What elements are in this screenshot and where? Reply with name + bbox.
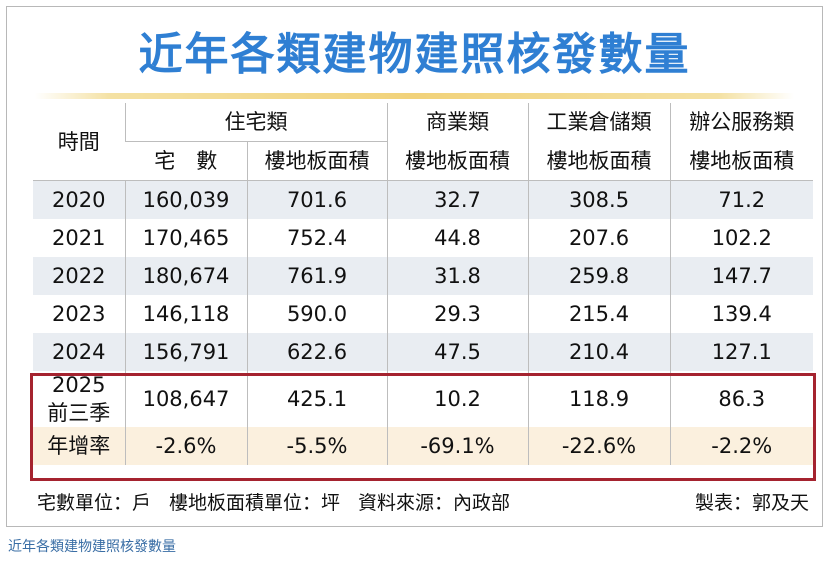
cell-houses: 170,465: [124, 219, 247, 257]
cell-industrial-floor: 259.8: [527, 257, 670, 295]
cell-commercial-floor: 31.8: [386, 257, 528, 295]
cell-houses: 156,791: [124, 333, 247, 371]
row-year: 2023: [33, 295, 125, 333]
image-caption: 近年各類建物建照核發數量: [8, 539, 176, 555]
cell-office-floor: 127.1: [669, 333, 813, 371]
title-divider: [35, 93, 794, 99]
cell-residential-floor: 425.1: [246, 371, 387, 427]
source-note: 資料來源：內政部: [358, 492, 511, 514]
cell-office-growth: -2.2%: [669, 427, 813, 465]
cell-residential-floor: 701.6: [246, 180, 387, 219]
cell-commercial-floor: 10.2: [386, 371, 528, 427]
permits-table: 時間 住宅類 商業類 工業倉儲類 辦公服務類 宅 數 樓地板面積 樓地板面積 樓…: [33, 103, 813, 465]
table-row: 2024 156,791 622.6 47.5 210.4 127.1: [33, 333, 813, 371]
cell-residential-growth: -5.5%: [246, 427, 387, 465]
cell-houses: 146,118: [124, 295, 247, 333]
credit-note: 製表：郭及天: [694, 492, 809, 514]
cell-office-floor: 139.4: [669, 295, 813, 333]
header-sub-floor-office: 樓地板面積: [669, 141, 813, 181]
infographic-frame: 近年各類建物建照核發數量 時間 住宅類 商業類 工業倉儲類 辦公服務類 宅 數 …: [6, 6, 823, 527]
header-period: 時間: [33, 103, 125, 181]
cell-industrial-floor: 118.9: [527, 371, 670, 427]
header-sub-houses: 宅 數: [125, 141, 247, 181]
row-year-line2: 前三季: [47, 401, 111, 425]
cell-residential-floor: 761.9: [246, 257, 387, 295]
row-year: 2021: [33, 219, 125, 257]
table-row: 2023 146,118 590.0 29.3 215.4 139.4: [33, 295, 813, 333]
cell-industrial-floor: 308.5: [527, 180, 670, 219]
header-group-office: 辦公服務類: [669, 103, 813, 142]
table-row: 2021 170,465 752.4 44.8 207.6 102.2: [33, 219, 813, 257]
cell-commercial-floor: 44.8: [386, 219, 528, 257]
cell-office-floor: 71.2: [669, 180, 813, 219]
table-row-2025: 2025 前三季 108,647 425.1 10.2 118.9 86.3: [33, 371, 813, 427]
cell-residential-floor: 622.6: [246, 333, 387, 371]
table-footer: 宅數單位：戶 樓地板面積單位：坪 資料來源：內政部 製表：郭及天: [33, 485, 813, 521]
row-year: 2020: [33, 180, 125, 219]
cell-houses: 160,039: [124, 180, 247, 219]
cell-commercial-growth: -69.1%: [386, 427, 528, 465]
cell-industrial-floor: 207.6: [527, 219, 670, 257]
row-year-line1: 2025: [52, 373, 106, 397]
growth-label: 年增率: [33, 427, 125, 465]
header-group-industrial: 工業倉儲類: [527, 103, 670, 142]
cell-houses-growth: -2.6%: [124, 427, 247, 465]
cell-office-floor: 147.7: [669, 257, 813, 295]
chart-title: 近年各類建物建照核發數量: [138, 29, 691, 80]
cell-residential-floor: 752.4: [246, 219, 387, 257]
cell-houses: 180,674: [124, 257, 247, 295]
header-sub-floor-residential: 樓地板面積: [246, 141, 387, 181]
unit-floor-note: 樓地板面積單位：坪: [169, 492, 341, 514]
row-year: 2022: [33, 257, 125, 295]
cell-office-floor: 102.2: [669, 219, 813, 257]
cell-commercial-floor: 29.3: [386, 295, 528, 333]
cell-commercial-floor: 47.5: [386, 333, 528, 371]
header-row-sub: 宅 數 樓地板面積 樓地板面積 樓地板面積 樓地板面積: [33, 141, 813, 181]
header-row-groups: 時間 住宅類 商業類 工業倉儲類 辦公服務類: [33, 103, 813, 181]
cell-industrial-growth: -22.6%: [527, 427, 670, 465]
cell-industrial-floor: 210.4: [527, 333, 670, 371]
table-row: 2022 180,674 761.9 31.8 259.8 147.7: [33, 257, 813, 295]
table-row-growth: 年增率 -2.6% -5.5% -69.1% -22.6% -2.2%: [33, 427, 813, 465]
cell-commercial-floor: 32.7: [386, 180, 528, 219]
header-group-commercial: 商業類: [386, 103, 528, 142]
row-year-2025: 2025 前三季: [33, 371, 125, 427]
unit-houses-note: 宅數單位：戶: [37, 492, 152, 514]
cell-houses: 108,647: [124, 371, 247, 427]
cell-industrial-floor: 215.4: [527, 295, 670, 333]
row-year: 2024: [33, 333, 125, 371]
footer-notes: 宅數單位：戶 樓地板面積單位：坪 資料來源：內政部: [37, 485, 510, 521]
header-sub-floor-commercial: 樓地板面積: [386, 141, 528, 181]
cell-office-floor: 86.3: [669, 371, 813, 427]
header-group-residential: 住宅類: [124, 103, 387, 142]
table-row: 2020 160,039 701.6 32.7 308.5 71.2: [33, 180, 813, 219]
cell-residential-floor: 590.0: [246, 295, 387, 333]
header-sub-floor-industrial: 樓地板面積: [527, 141, 670, 181]
